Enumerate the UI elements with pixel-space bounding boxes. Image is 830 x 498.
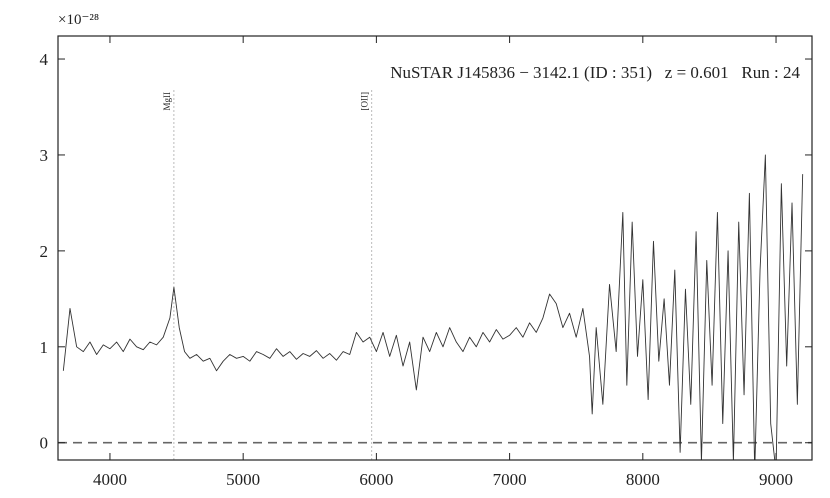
x-tick-label: 9000 — [759, 470, 793, 489]
plot-area — [58, 90, 812, 460]
spectrum-line — [62, 154, 804, 460]
offset-text: ×10⁻²⁸ — [58, 12, 99, 28]
y-tick-label: 4 — [40, 50, 49, 69]
x-tick-label: 6000 — [359, 470, 393, 489]
emission-line-label: [OII] — [360, 92, 370, 111]
x-tick-label: 8000 — [626, 470, 660, 489]
y-tick-label: 2 — [40, 242, 49, 261]
plot-frame — [57, 35, 813, 461]
x-tick-label: 4000 — [93, 470, 127, 489]
x-tick-label: 7000 — [493, 470, 527, 489]
y-tick-label: 3 — [40, 146, 49, 165]
x-tick-label: 5000 — [226, 470, 260, 489]
chart-title: NuSTAR J145836 − 3142.1 (ID : 351) z = 0… — [390, 63, 800, 82]
y-tick-label: 0 — [40, 434, 49, 453]
emission-line-label: MgII — [162, 92, 172, 111]
y-tick-label: 1 — [40, 338, 49, 357]
